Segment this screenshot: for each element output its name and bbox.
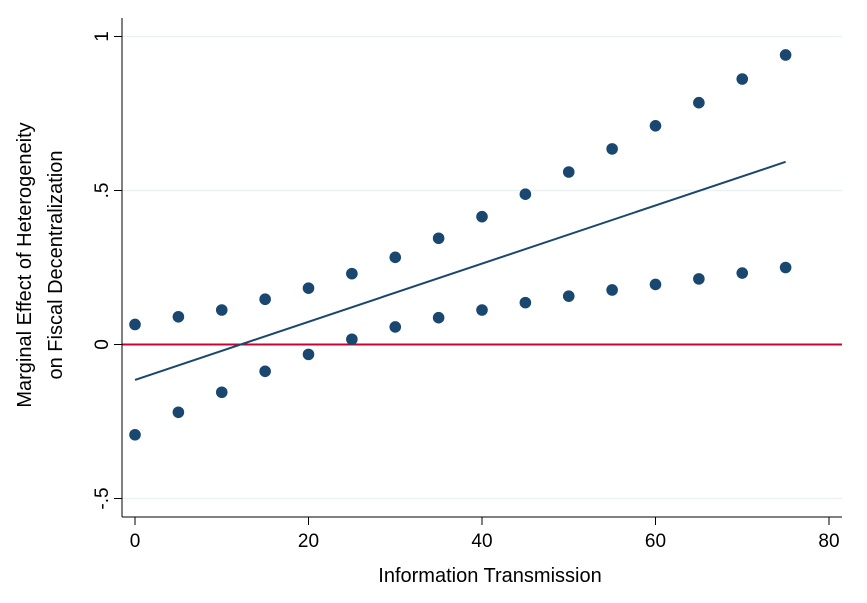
upper-bound-point-6: [389, 251, 402, 264]
lower-bound-point-14: [736, 267, 749, 279]
lower-bound-point-2: [215, 386, 228, 399]
upper-bound-point-4: [302, 282, 315, 294]
lower-bound-point-13: [693, 273, 705, 285]
lower-bound-point-4: [302, 348, 315, 361]
lower-bound-point-8: [476, 304, 488, 316]
upper-bound-point-12: [649, 120, 662, 132]
x-tick-label-4: 80: [818, 531, 839, 552]
lower-bound-point-15: [779, 261, 792, 274]
lower-bound-point-9: [519, 296, 532, 309]
x-tick-label-1: 20: [298, 531, 319, 552]
upper-bound-point-14: [736, 73, 749, 85]
marginal-effect-line: [134, 160, 786, 381]
y-tick-label-2: .5: [92, 183, 113, 199]
grid-lines: [122, 35, 842, 500]
lower-bound-point-6: [389, 321, 402, 333]
x-tick-label-0: 0: [130, 531, 141, 552]
y-tick-label-3: 1: [92, 31, 113, 42]
lower-bound-point-0: [129, 428, 141, 441]
lower-bound-point-10: [562, 290, 575, 302]
x-axis-title: Information Transmission: [378, 565, 601, 587]
lower-bound-point-3: [259, 365, 271, 378]
upper-bound-point-5: [346, 267, 358, 280]
lower-bound-point-5: [346, 333, 358, 346]
lower-bound-point-11: [606, 284, 618, 296]
upper-bound-point-2: [215, 304, 228, 316]
axes: -.5 0 .5 1 0 20 40 60 80: [92, 18, 842, 552]
upper-bound-point-1: [172, 310, 185, 323]
y-tick-label-1: 0: [92, 339, 113, 350]
upper-bound-point-9: [519, 188, 532, 200]
plot-area: [122, 49, 842, 441]
upper-bound-point-11: [606, 143, 618, 155]
upper-bound-point-15: [779, 49, 792, 61]
upper-bound-point-8: [476, 210, 488, 223]
y-axis-title-line2: on Fiscal Decentralization: [45, 151, 67, 380]
lower-bound-point-7: [432, 311, 445, 324]
x-tick-label-2: 40: [471, 531, 492, 552]
lower-bound-point-1: [172, 406, 185, 419]
upper-bound-point-0: [129, 318, 141, 331]
x-tick-label-3: 60: [645, 531, 666, 552]
upper-bound-point-13: [693, 96, 705, 109]
upper-bound-point-7: [432, 232, 445, 245]
upper-bound-point-10: [562, 166, 575, 178]
y-axis-title-line1: Marginal Effect of Heterogeneity: [14, 122, 36, 407]
lower-bound-point-12: [649, 278, 662, 291]
y-tick-label-0: -.5: [92, 487, 113, 509]
upper-bound-point-3: [259, 293, 271, 306]
